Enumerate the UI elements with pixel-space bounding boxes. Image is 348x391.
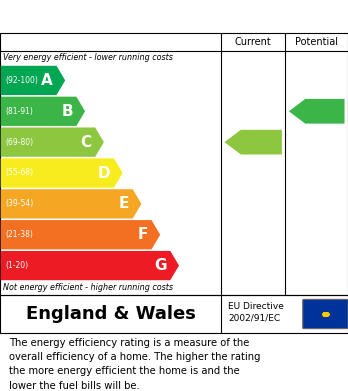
Polygon shape <box>1 189 141 219</box>
Text: (21-38): (21-38) <box>5 230 33 239</box>
FancyBboxPatch shape <box>303 300 348 328</box>
Text: England & Wales: England & Wales <box>25 305 196 323</box>
Text: The energy efficiency rating is a measure of the
overall efficiency of a home. T: The energy efficiency rating is a measur… <box>9 338 260 391</box>
Text: G: G <box>154 258 167 273</box>
Polygon shape <box>1 66 65 95</box>
Text: Very energy efficient - lower running costs: Very energy efficient - lower running co… <box>3 53 173 62</box>
Text: F: F <box>138 227 148 242</box>
Polygon shape <box>289 99 345 124</box>
Text: C: C <box>80 135 92 150</box>
Text: (55-68): (55-68) <box>5 169 33 178</box>
Text: B: B <box>61 104 73 119</box>
Text: Current: Current <box>235 37 271 47</box>
Text: Energy Efficiency Rating: Energy Efficiency Rating <box>10 9 232 24</box>
Text: (39-54): (39-54) <box>5 199 33 208</box>
Polygon shape <box>1 127 104 157</box>
Polygon shape <box>1 220 160 249</box>
Polygon shape <box>1 97 85 126</box>
Text: E: E <box>119 196 129 212</box>
Text: D: D <box>98 165 110 181</box>
Text: (81-91): (81-91) <box>5 107 33 116</box>
Text: (69-80): (69-80) <box>5 138 33 147</box>
Text: (1-20): (1-20) <box>5 261 28 270</box>
Polygon shape <box>1 251 179 280</box>
Text: Potential: Potential <box>295 37 338 47</box>
Text: (92-100): (92-100) <box>5 76 38 85</box>
Text: EU Directive
2002/91/EC: EU Directive 2002/91/EC <box>228 302 284 323</box>
Text: 80: 80 <box>253 136 270 149</box>
Text: A: A <box>41 73 53 88</box>
Text: 89: 89 <box>316 105 333 118</box>
Polygon shape <box>1 158 122 188</box>
Polygon shape <box>224 130 282 154</box>
Text: Not energy efficient - higher running costs: Not energy efficient - higher running co… <box>3 283 174 292</box>
